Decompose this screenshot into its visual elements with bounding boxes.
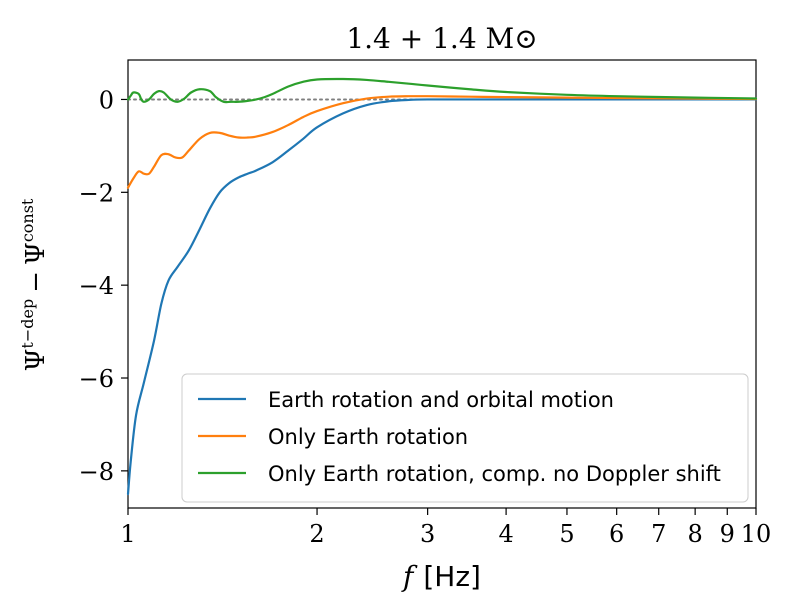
series-line-earth-rotation-orbital (126, 98, 758, 496)
y-tick-label-1: −2 (79, 179, 114, 207)
y-tick-label-4: −8 (79, 458, 114, 486)
y-axis-label: Ψt−dep − Ψconst (18, 198, 51, 371)
x-label-unit: [Hz] (423, 560, 481, 593)
x-label-symbol: f (401, 560, 418, 593)
legend-label-green: Only Earth rotation, comp. no Doppler sh… (268, 462, 721, 486)
y-label-psi-2: Ψ (21, 242, 51, 265)
series-line-no-doppler (126, 77, 758, 104)
x-tick-label-2: 3 (420, 520, 435, 548)
y-label-minus: − (21, 271, 51, 293)
x-tick-label-7: 8 (687, 520, 702, 548)
x-tick-label-9: 10 (741, 520, 772, 548)
y-label-sup-2: const (18, 198, 37, 242)
legend-label-blue: Earth rotation and orbital motion (268, 388, 614, 412)
plot-frame (127, 59, 757, 509)
series-layer (126, 77, 758, 496)
x-axis-label: f [Hz] (401, 560, 481, 593)
y-label-sup-1: t−dep (18, 299, 37, 349)
x-tick-label-8: 9 (720, 520, 735, 548)
x-tick-label-1: 2 (309, 520, 324, 548)
legend-label-orange: Only Earth rotation (268, 425, 468, 449)
axes-ticks: 1 2 3 4 5 6 7 8 9 10 0 −2 −4 −6 −8 (79, 86, 772, 548)
series-line-earth-rotation (126, 95, 758, 189)
x-tick-label-0: 1 (120, 520, 135, 548)
y-tick-label-3: −6 (79, 365, 114, 393)
x-tick-label-4: 5 (559, 520, 574, 548)
legend-box (181, 373, 749, 503)
x-tick-label-5: 6 (609, 520, 624, 548)
chart-title: 1.4 + 1.4 M⊙ (346, 22, 537, 55)
x-tick-label-3: 4 (498, 520, 513, 548)
y-label-psi-1: Ψ (21, 349, 51, 372)
legend: Earth rotation and orbital motion Only E… (181, 373, 749, 503)
x-tick-label-6: 7 (651, 520, 666, 548)
y-tick-label-0: 0 (99, 86, 114, 114)
y-tick-label-2: −4 (79, 272, 114, 300)
